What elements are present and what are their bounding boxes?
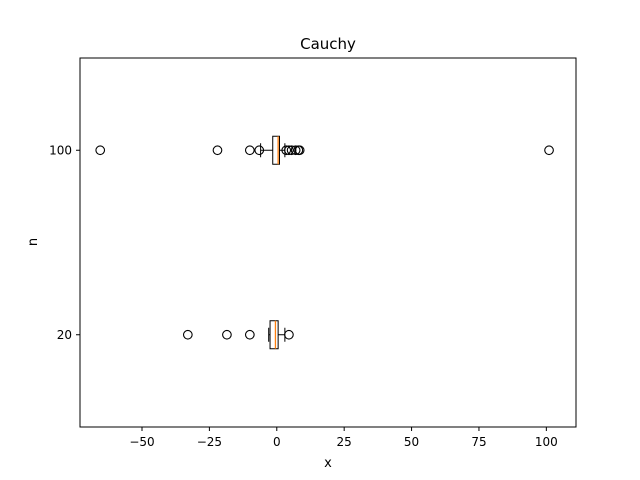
x-axis-label: x	[324, 456, 332, 471]
axes-frame	[79, 57, 577, 428]
boxplot-20	[182, 320, 294, 350]
x-tick-label: 50	[404, 435, 419, 449]
y-tick-label: 100	[49, 143, 72, 157]
x-tick-label: −25	[197, 435, 222, 449]
y-axis-ticks: 20 100	[49, 143, 80, 342]
x-tick-label: −50	[129, 435, 154, 449]
outlier-point	[544, 145, 554, 156]
x-tick-label: 100	[535, 435, 558, 449]
outlier-point	[254, 145, 265, 156]
outlier-point	[244, 145, 255, 156]
outlier-point	[281, 145, 292, 156]
outlier-point	[212, 145, 223, 156]
x-tick-label: 0	[273, 435, 281, 449]
outlier-point	[95, 145, 106, 156]
box-iqr	[269, 320, 279, 350]
chart-title: Cauchy	[300, 35, 356, 53]
x-axis-ticks: −50 −25 0 25 50 75 100	[129, 427, 558, 449]
y-axis-label: n	[26, 238, 41, 246]
outlier-point	[294, 145, 305, 156]
outlier-point	[290, 145, 301, 156]
x-tick-label: 75	[471, 435, 486, 449]
outlier-point	[284, 145, 294, 156]
box-iqr	[272, 135, 280, 165]
y-tick-label: 20	[57, 328, 72, 342]
outlier-point	[222, 329, 232, 340]
x-tick-label: 25	[337, 435, 352, 449]
outlier-point	[244, 329, 255, 340]
plot-area	[95, 135, 554, 350]
boxplot-100	[95, 135, 554, 165]
outlier-point	[284, 329, 294, 340]
outlier-point	[182, 329, 193, 340]
